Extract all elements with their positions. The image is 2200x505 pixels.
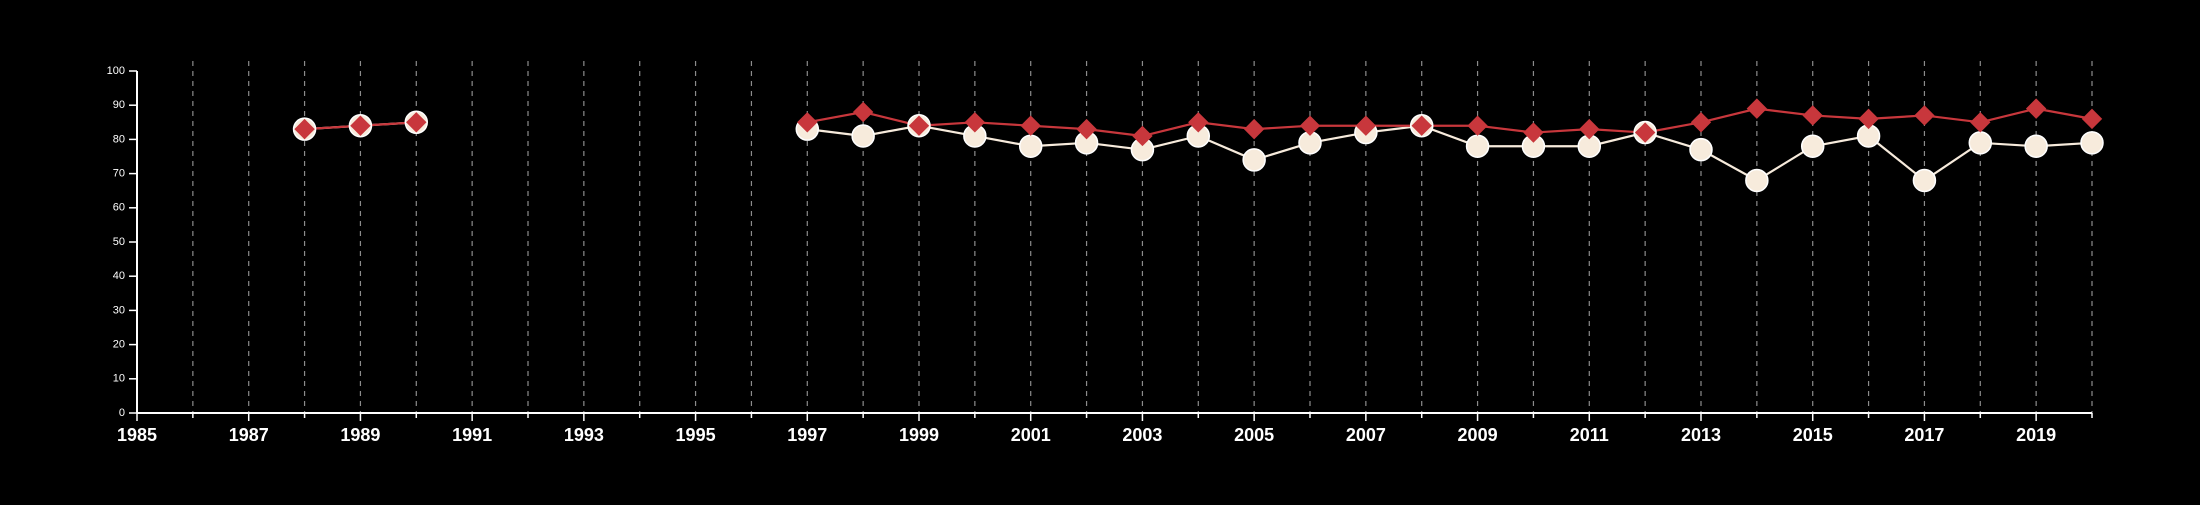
data-point-diamond-2020 [2081,108,2103,130]
x-tick-label: 2015 [1793,425,1833,445]
data-point-circle-2013 [1689,137,1713,162]
x-tick-label: 1989 [340,425,380,445]
data-point-circle-2015 [1800,134,1825,158]
x-tick-label: 2009 [1458,425,1498,445]
data-point-diamond-2014 [1746,98,1768,119]
y-tick-label: 50 [113,236,125,248]
data-point-circle-2005 [1242,148,1266,172]
data-point-diamond-2001 [1020,115,1041,136]
y-tick-label: 40 [113,270,125,282]
y-tick-label: 30 [113,304,125,316]
x-tick-label: 2001 [1011,425,1051,445]
data-point-diamond-2004 [1188,112,1209,133]
data-point-diamond-1989 [350,115,371,136]
data-point-circle-2017 [1912,168,1937,193]
x-tick-label: 1985 [117,425,157,445]
data-point-diamond-1997 [797,112,818,133]
data-point-diamond-2015 [1802,105,1823,126]
x-tick-label: 2003 [1122,425,1162,445]
data-point-diamond-2018 [1970,112,1991,133]
data-point-diamond-2010 [1523,122,1544,143]
y-tick-label: 80 [113,133,125,145]
data-point-diamond-1999 [908,115,930,136]
data-point-diamond-2003 [1132,125,1153,147]
y-tick-label: 10 [113,373,125,385]
y-tick-label: 100 [107,65,125,77]
data-point-diamond-2007 [1355,115,1377,136]
data-point-diamond-2006 [1299,115,1321,136]
y-tick-label: 70 [113,168,125,180]
data-point-diamond-2000 [964,112,986,133]
x-tick-label: 1995 [676,425,716,445]
x-tick-label: 2019 [2016,425,2056,445]
x-tick-label: 1999 [899,425,939,445]
y-tick-label: 60 [113,202,125,214]
data-point-diamond-2008 [1411,115,1432,136]
data-point-diamond-2013 [1690,112,1712,133]
y-tick-label: 20 [113,339,125,351]
data-point-diamond-2011 [1579,118,1600,140]
y-tick-label: 0 [119,407,125,419]
x-tick-label: 2007 [1346,425,1386,445]
data-point-diamond-2017 [1914,105,1935,126]
series-line-circle [807,124,2093,182]
x-tick-label: 1987 [229,425,269,445]
data-point-circle-2018 [1968,131,1993,155]
data-point-diamond-2009 [1467,115,1488,136]
x-tick-label: 1993 [564,425,604,445]
x-tick-label: 2013 [1681,425,1721,445]
x-tick-label: 2017 [1904,425,1944,445]
data-point-diamond-1990 [406,112,427,133]
data-point-diamond-2005 [1243,118,1265,140]
grid-lines [192,61,2093,413]
x-tick-label: 2011 [1570,425,1609,445]
x-tick-label: 1991 [452,425,492,445]
data-point-diamond-1998 [852,101,874,123]
data-point-diamond-2016 [1858,108,1879,130]
data-point-diamond-1988 [294,118,315,140]
data-point-diamond-2002 [1076,118,1097,140]
data-point-circle-2001 [1018,134,1043,158]
y-tick-label: 90 [113,99,125,111]
data-point-diamond-2012 [1634,122,1656,143]
data-point-circle-2019 [2024,134,2048,158]
data-point-diamond-2019 [2025,98,2047,119]
series-line-diamond [807,107,2093,138]
data-point-circle-1998 [851,124,875,148]
x-tick-label: 1997 [787,425,827,445]
x-tick-label: 2005 [1234,425,1274,445]
data-point-circle-2009 [1465,134,1490,158]
axes: 0 10 20 30 40 50 60 70 80 90 100 1985 1987 1989 1991 19… [107,65,2093,445]
data-point-circle-2014 [1745,168,1769,193]
series-markers [292,98,2104,193]
data-point-circle-2020 [2080,131,2104,155]
